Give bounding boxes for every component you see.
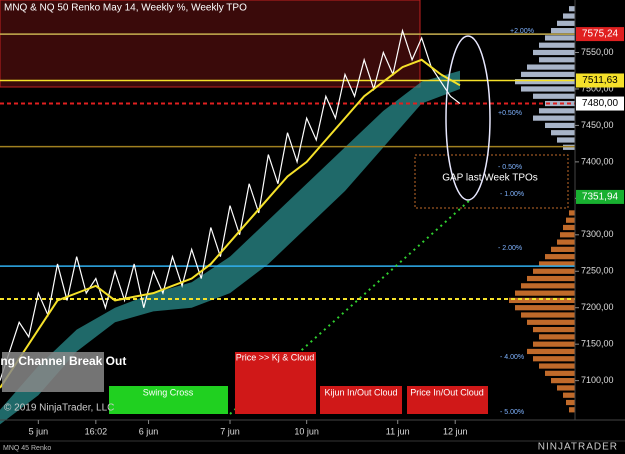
tpo-bar	[527, 64, 575, 70]
tpo-bar	[533, 341, 575, 347]
tpo-bar	[545, 35, 575, 41]
tpo-bar	[533, 268, 575, 274]
tpo-bar	[533, 49, 575, 56]
gap-ellipse	[445, 35, 491, 201]
annotation: Kijun In/Out Cloud	[324, 387, 397, 397]
percent-label: - 1.00%	[500, 191, 524, 198]
price-line	[0, 28, 461, 381]
tpo-bar	[563, 392, 575, 398]
tpo-bar	[569, 407, 575, 413]
tpo-bar	[551, 28, 575, 34]
annotation: Swing Channel Break Out	[0, 354, 126, 368]
percent-label: +0.50%	[498, 110, 522, 117]
price-marker-label: 7351,94	[582, 192, 619, 203]
tpo-bar	[569, 210, 575, 216]
annotation: GAP last Week TPOs	[442, 173, 538, 184]
tpo-bar	[563, 13, 575, 19]
tpo-bar	[533, 93, 575, 99]
annotation-box	[407, 386, 488, 414]
chart-title: MNQ & NQ 50 Renko May 14, Weekly %, Week…	[4, 3, 247, 14]
tpo-bar	[551, 378, 575, 384]
y-tick-label: 7200,00	[581, 302, 614, 312]
tpo-bar	[551, 246, 575, 252]
tpo-bar	[515, 290, 575, 296]
y-tick-label: 7250,00	[581, 266, 614, 276]
percent-label: +2.00%	[510, 28, 534, 35]
tpo-bar	[557, 137, 575, 143]
price-marker-label: 7480,00	[582, 98, 619, 109]
x-tick-label: 16:02	[85, 426, 108, 436]
tpo-bar	[539, 363, 575, 369]
tpo-bar	[533, 356, 575, 362]
copyright: © 2019 NinjaTrader, LLC	[4, 403, 114, 414]
annotation: Price >> Kj & Cloud	[236, 352, 315, 362]
price-marker	[576, 73, 624, 88]
cloud	[0, 70, 460, 425]
price-marker	[576, 27, 624, 42]
x-tick-label: 6 jun	[139, 426, 159, 436]
y-tick-label: 7300,00	[581, 229, 614, 239]
tpo-bar	[521, 71, 575, 77]
tpo-bar	[509, 297, 575, 304]
annotation: Swing Cross	[143, 387, 194, 397]
tpo-bar	[569, 6, 575, 12]
y-tick-label: 7450,00	[581, 120, 614, 130]
gap-box	[414, 154, 569, 209]
x-tick-label: 10 jun	[294, 426, 319, 436]
annotation-box	[109, 386, 228, 414]
tpo-bar	[539, 57, 575, 63]
y-tick-label: 7100,00	[581, 375, 614, 385]
percent-label: - 2.00%	[498, 245, 522, 252]
tpo-bar	[539, 261, 575, 267]
instrument: MNQ 45 Renko	[3, 445, 51, 452]
x-tick-label: 7 jun	[220, 426, 240, 436]
tpo-bar	[557, 20, 575, 26]
x-tick-label: 12 jun	[443, 426, 468, 436]
tpo-bar	[566, 217, 575, 223]
tpo-bar	[539, 108, 575, 114]
price-marker-label: 7575,24	[582, 29, 619, 40]
annotation: Price In/Out Cloud	[410, 387, 484, 397]
tpo-bar	[563, 224, 575, 231]
percent-label: - 5.00%	[500, 409, 524, 416]
tpo-bar	[521, 312, 575, 318]
tpo-bar	[551, 130, 575, 136]
annotation-box	[320, 386, 402, 414]
tpo-bar	[557, 385, 575, 391]
percent-label: - 4.00%	[500, 354, 524, 361]
tpo-bar	[545, 122, 575, 129]
tpo-bar	[560, 232, 575, 238]
tpo-bar	[545, 370, 575, 376]
annotation-box	[235, 352, 316, 414]
price-marker-label: 7511,63	[582, 75, 618, 86]
price-marker	[576, 189, 624, 204]
y-tick-label: 7150,00	[581, 339, 614, 349]
range-box	[0, 0, 421, 88]
tpo-bar	[521, 86, 575, 92]
tpo-bar	[515, 305, 575, 311]
x-tick-label: 11 jun	[386, 426, 410, 436]
tpo-bar	[527, 348, 575, 355]
price-line	[0, 58, 461, 389]
x-tick-label: 5 jun	[29, 426, 49, 436]
tpo-bar	[533, 326, 575, 333]
price-marker	[576, 96, 624, 111]
y-tick-label: 7500,00	[581, 83, 614, 93]
tpo-bar	[539, 42, 575, 48]
percent-label: - 0.50%	[498, 164, 522, 171]
tpo-bar	[545, 254, 575, 260]
tpo-bar	[521, 283, 575, 289]
tpo-bar	[566, 399, 575, 406]
annotation-box	[2, 352, 104, 392]
tpo-bar	[539, 334, 575, 340]
tpo-bar	[515, 79, 575, 85]
tpo-bar	[527, 275, 575, 282]
tpo-bar	[527, 319, 575, 325]
logo: NINJATRADER	[538, 442, 618, 453]
tpo-bar	[533, 115, 575, 121]
y-tick-label: 7550,00	[581, 47, 614, 57]
tpo-bar	[557, 239, 575, 245]
y-tick-label: 7400,00	[581, 156, 614, 166]
